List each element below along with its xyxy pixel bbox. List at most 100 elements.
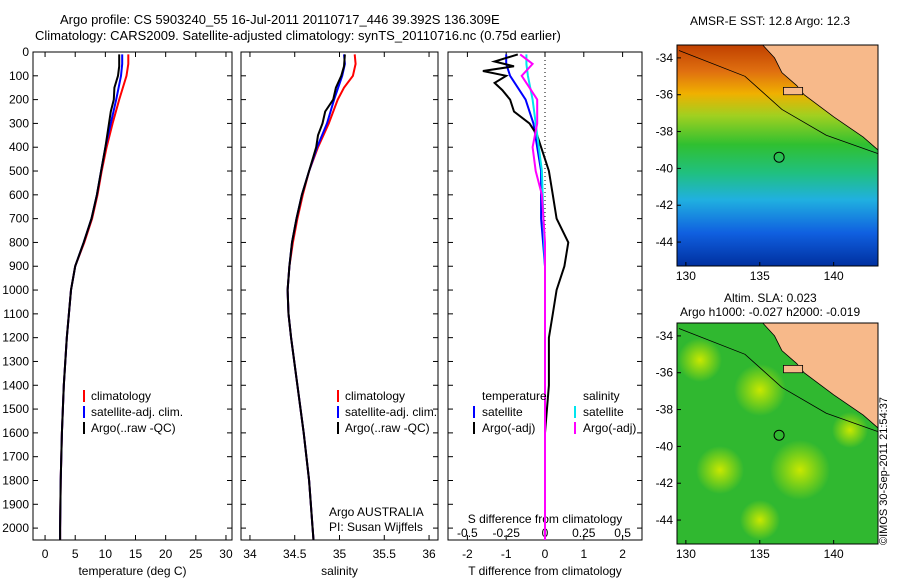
y-tick-label: 1900	[2, 497, 29, 511]
y-tick-label: 1400	[2, 378, 29, 392]
lon-tick-label: 130	[676, 547, 696, 561]
lat-tick-label: -40	[656, 161, 674, 175]
lat-tick-label: -36	[656, 88, 674, 102]
salinity-tick-label: -0.25	[493, 526, 521, 540]
x-tick-label: 5	[72, 547, 79, 561]
lat-tick-label: -38	[656, 125, 674, 139]
legend-label: climatology	[91, 389, 151, 403]
difference-line	[482, 53, 570, 540]
sst-map-title: AMSR-E SST: 12.8 Argo: 12.3	[690, 14, 851, 28]
y-tick-label: 1600	[2, 426, 29, 440]
x-tick-label: 35.5	[373, 547, 397, 561]
salinity-tick-label: -0.5	[457, 526, 478, 540]
y-tick-label: 500	[9, 164, 29, 178]
title-line-2: Climatology: CARS2009. Satellite-adjuste…	[35, 28, 561, 43]
y-tick-label: 300	[9, 116, 29, 130]
y-tick-label: 1000	[2, 283, 29, 297]
shelf-contour	[678, 328, 879, 433]
x-tick-label: 2	[619, 547, 626, 561]
sla-argo-heights: Argo h1000: -0.027 h2000: -0.019	[680, 305, 861, 319]
y-tick-label: 200	[9, 93, 29, 107]
profile-legend: climatology satellite-adj. clim. Argo(..ra…	[83, 389, 183, 435]
y-tick-label: 0	[22, 45, 29, 59]
lat-tick-label: -42	[656, 198, 674, 212]
legend-heading: temperature	[482, 389, 547, 403]
x-tick-label: 34.5	[283, 547, 307, 561]
x-tick-label: 25	[189, 547, 203, 561]
y-tick-label: 1300	[2, 354, 29, 368]
y-tick-label: 600	[9, 188, 29, 202]
y-tick-label: 900	[9, 259, 29, 273]
difference-line	[505, 54, 546, 540]
x-tick-label: 36	[422, 547, 436, 561]
map-frame	[676, 322, 879, 545]
x-axis-label: temperature (deg C)	[78, 564, 186, 578]
profile-line	[286, 54, 346, 541]
legend-label: satellite	[482, 405, 523, 419]
legend-label: Argo(..raw -QC)	[91, 421, 176, 435]
y-tick-label: 800	[9, 235, 29, 249]
lon-tick-label: 135	[750, 547, 770, 561]
profile-line	[59, 54, 121, 540]
x-tick-label: 35	[333, 547, 347, 561]
profile-panel-2: 34 34.5 35 35.5 36 salinity climatology satelli…	[240, 51, 439, 578]
y-tick-label: 1500	[2, 402, 29, 416]
x-tick-label: 20	[159, 547, 173, 561]
legend-label: satellite-adj. clim.	[345, 405, 437, 419]
salinity-tick-label: 0.5	[614, 526, 631, 540]
y-tick-label: 1200	[2, 331, 29, 345]
sla-anomaly	[696, 446, 744, 494]
legend-label: satellite	[583, 405, 624, 419]
x-tick-label: 0	[42, 547, 49, 561]
panel-annotation: PI: Susan Wijffels	[329, 520, 423, 534]
difference-legend: temperature satellite Argo(-adj) salinity sa…	[473, 389, 636, 435]
x-axis-label: T difference from climatology	[468, 564, 622, 578]
shelf-contour	[678, 50, 879, 155]
y-tick-label: 1700	[2, 450, 29, 464]
lat-tick-label: -44	[656, 513, 674, 527]
lon-tick-label: 135	[750, 269, 770, 283]
sla-anomaly	[678, 338, 722, 382]
x-tick-label: -2	[462, 547, 473, 561]
legend-label: Argo(..raw -QC)	[345, 421, 430, 435]
kangaroo-island	[783, 86, 804, 96]
y-tick-label: 1100	[3, 307, 29, 321]
lat-tick-label: -36	[656, 366, 674, 380]
sla-anomaly	[740, 500, 780, 540]
x-tick-label: 0	[542, 547, 549, 561]
plot-frame	[240, 51, 439, 541]
lon-tick-label: 140	[824, 269, 844, 283]
lat-tick-label: -44	[656, 235, 674, 249]
profile-line	[286, 54, 346, 541]
argo-position-marker	[773, 429, 785, 441]
lat-tick-label: -38	[656, 403, 674, 417]
y-tick-label: 700	[9, 212, 29, 226]
lon-tick-label: 130	[676, 269, 696, 283]
difference-line	[519, 53, 546, 540]
legend-label: climatology	[345, 389, 405, 403]
sst-map: 130 135 140 -34 -36 -38 -40 -42 -44	[656, 44, 879, 283]
map-frame	[676, 44, 879, 267]
x-tick-label: 15	[129, 547, 143, 561]
kangaroo-island	[783, 364, 804, 374]
salinity-tick-label: 0.25	[572, 526, 596, 540]
sla-anomaly	[734, 364, 786, 416]
profile-panel-1: 0 5 10 15 20 25 30 temperature (deg C) 0 100 200 30…	[2, 45, 233, 578]
panel-annotation: Argo AUSTRALIA	[329, 505, 424, 519]
sla-anomaly	[832, 412, 868, 448]
lat-tick-label: -40	[656, 439, 674, 453]
legend-heading: salinity	[583, 389, 620, 403]
plot-frame	[32, 51, 233, 541]
x-tick-label: 34	[243, 547, 257, 561]
profile-legend: climatology satellite-adj. clim. Argo(..ra…	[337, 389, 437, 435]
lon-tick-label: 140	[824, 547, 844, 561]
lat-tick-label: -34	[656, 51, 674, 65]
title-line-1: Argo profile: CS 5903240_55 16-Jul-2011 …	[60, 12, 500, 27]
sla-map: 130 135 140 -34 -36 -38 -40 -42 -44	[656, 322, 879, 561]
sla-map-title: Altim. SLA: 0.023	[724, 291, 817, 305]
credit-stamp: ©IMOS 30-Sep-2011 21:54:37	[878, 397, 890, 545]
x-tick-label: 30	[219, 547, 233, 561]
lat-tick-label: -34	[656, 329, 674, 343]
legend-label: satellite-adj. clim.	[91, 405, 183, 419]
